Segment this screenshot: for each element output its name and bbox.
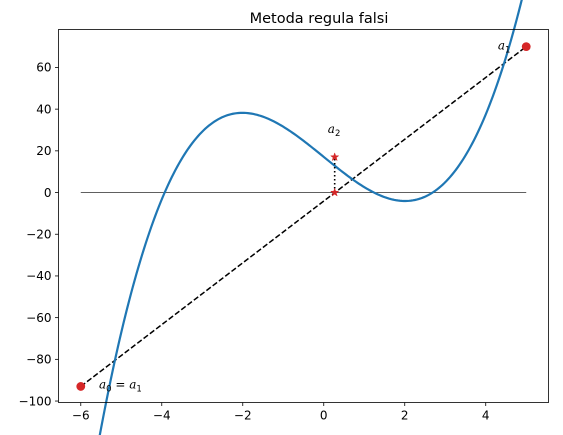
y-tick-label: −100 [19, 394, 52, 408]
annotation-a0: a0 = a1 [99, 377, 142, 394]
x-tick-label: 4 [482, 409, 490, 423]
y-tick-label: −40 [26, 269, 51, 283]
axes-frame [58, 29, 549, 403]
y-tick-label: 40 [36, 102, 51, 116]
x-tick-label: −2 [234, 409, 252, 423]
y-tick-label: −80 [26, 353, 51, 367]
x-tick-label: −4 [153, 409, 171, 423]
y-tick-label: 20 [36, 144, 51, 158]
x-tick-label: −6 [72, 409, 90, 423]
x-tick-label: 2 [401, 409, 409, 423]
y-tick-label: −60 [26, 311, 51, 325]
annotation-a1: a1 [498, 39, 511, 56]
y-axis: −100 −80 −60 −40 −20 0 20 40 60 [19, 61, 59, 408]
y-tick-label: −20 [26, 228, 51, 242]
annotation-a2: a2 [328, 122, 341, 139]
secant-line [80, 46, 527, 388]
endpoint-marker-0 [76, 382, 86, 391]
y-tick-label: 0 [44, 186, 52, 200]
root-estimate-marker [329, 187, 340, 197]
function-curve [98, 0, 523, 435]
endpoint-marker-1 [521, 42, 531, 51]
curve-point-marker [329, 152, 340, 162]
x-tick-label: 0 [320, 409, 328, 423]
annotations: a0 = a1 a1 a2 [99, 39, 510, 395]
y-tick-label: 60 [36, 61, 51, 75]
chart-title: Metoda regula falsi [250, 11, 389, 27]
x-axis: −6 −4 −2 0 2 4 [72, 402, 490, 423]
plot-area [76, 0, 531, 435]
